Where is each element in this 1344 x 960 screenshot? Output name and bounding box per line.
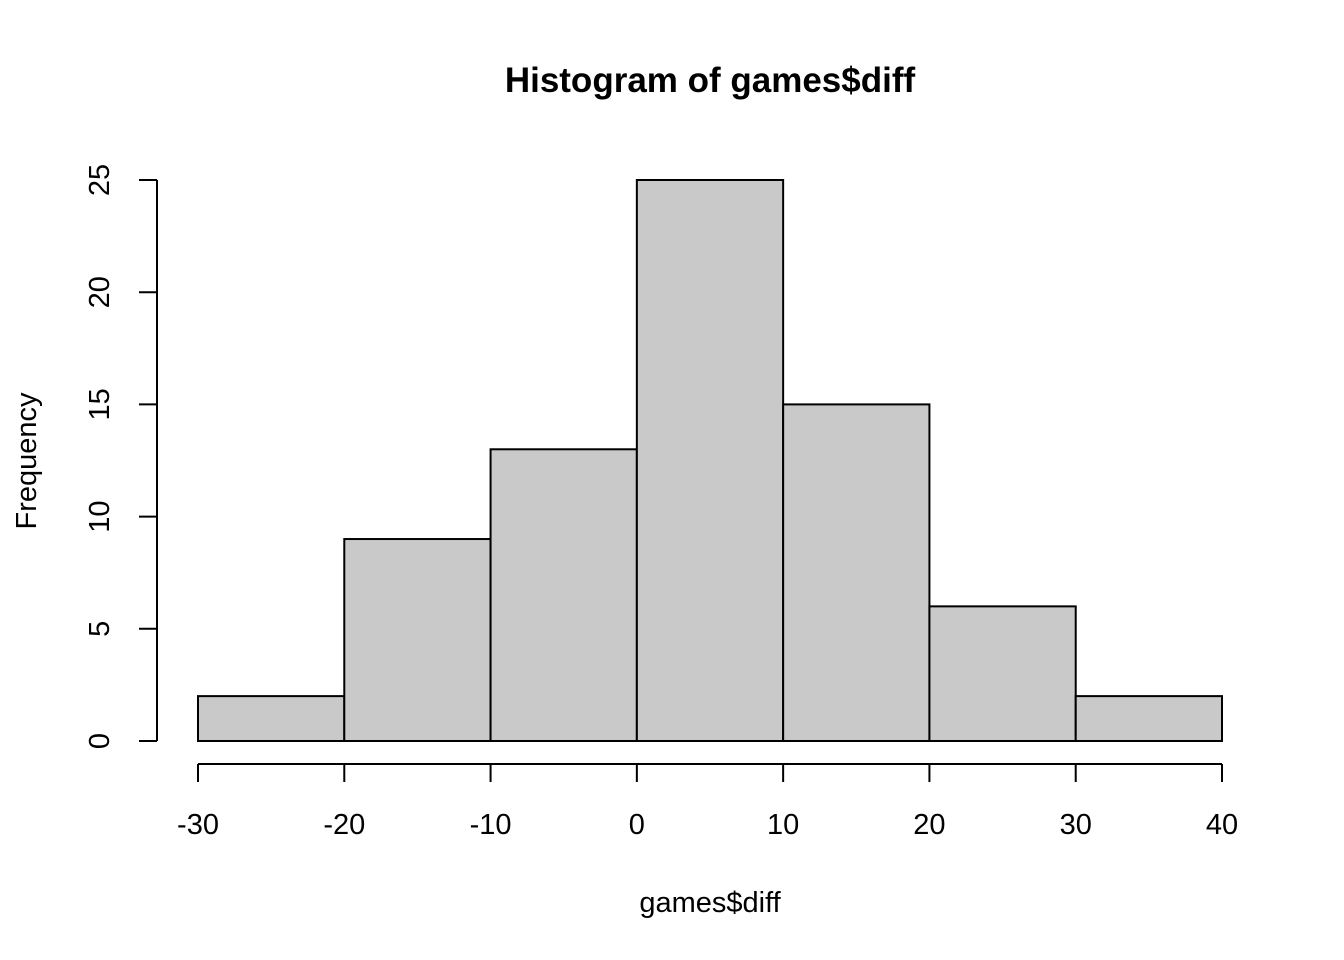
x-tick-label: 0	[629, 809, 645, 841]
y-tick-label: 10	[84, 500, 116, 532]
histogram-bar	[489, 448, 638, 742]
y-axis-label: Frequency	[11, 392, 43, 530]
histogram-bar	[928, 605, 1077, 742]
x-tick-label: -20	[323, 809, 365, 841]
histogram-bar	[343, 538, 492, 742]
x-axis: -30 -20 -10 0 10 20 30 40	[177, 763, 1238, 841]
y-axis: 0 5 10 15 20 25	[84, 164, 158, 749]
histogram-bar	[197, 695, 346, 742]
y-tick-label: 0	[84, 733, 116, 749]
histogram-bar	[1074, 695, 1223, 742]
bars-group	[197, 179, 1223, 742]
x-tick-label: 30	[1060, 809, 1092, 841]
histogram-bar	[635, 179, 785, 742]
y-tick-label: 25	[84, 164, 116, 196]
y-tick-label: 20	[84, 276, 116, 308]
x-tick-label: 10	[767, 809, 799, 841]
x-tick-label: -10	[470, 809, 512, 841]
x-tick-label: 40	[1206, 809, 1238, 841]
x-axis-label: games$diff	[639, 887, 781, 919]
y-tick-label: 5	[84, 621, 116, 637]
histogram-bar	[782, 403, 931, 742]
y-tick-label: 15	[84, 388, 116, 420]
chart-title: Histogram of games$diff	[505, 61, 916, 100]
x-tick-label: 20	[913, 809, 945, 841]
x-tick-label: -30	[177, 809, 219, 841]
